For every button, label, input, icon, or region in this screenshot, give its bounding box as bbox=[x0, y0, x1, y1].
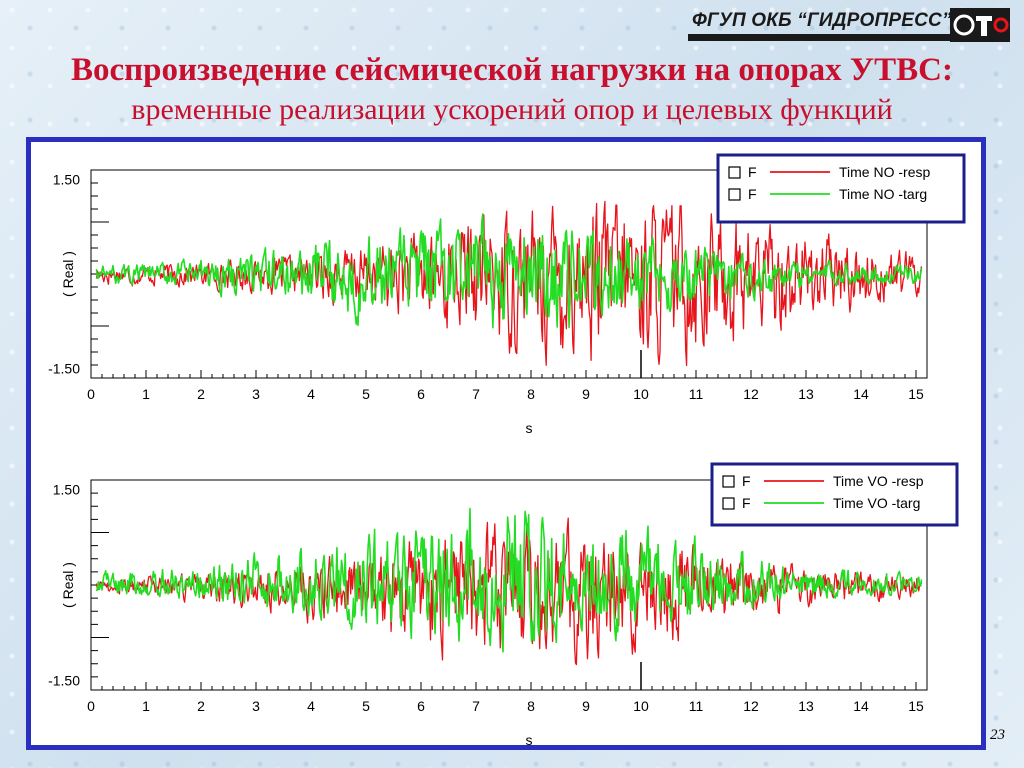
x-tick-label: 15 bbox=[908, 386, 924, 402]
logo-text: ФГУП ОКБ “ГИДРОПРЕСС” bbox=[692, 10, 952, 31]
legend-checkbox bbox=[722, 497, 735, 510]
x-tick-label: 7 bbox=[472, 698, 480, 714]
x-tick-label: 14 bbox=[853, 698, 869, 714]
x-tick-label: 10 bbox=[633, 386, 649, 402]
legend-checkbox bbox=[728, 188, 741, 201]
y-tick-label: 1.50 bbox=[53, 171, 80, 187]
x-tick-label: 1 bbox=[142, 698, 150, 714]
x-tick-label: 7 bbox=[472, 386, 480, 402]
x-tick-label: 2 bbox=[197, 386, 205, 402]
slide-title: Воспроизведение сейсмической нагрузки на… bbox=[71, 52, 953, 88]
legend-checkbox bbox=[728, 166, 741, 179]
y-axis-label: ( Real ) bbox=[60, 251, 76, 297]
x-tick-label: 5 bbox=[362, 386, 370, 402]
series-line-targ bbox=[95, 213, 923, 329]
legend-box bbox=[716, 153, 966, 224]
x-tick-label: 8 bbox=[527, 386, 535, 402]
y-axis-label: ( Real ) bbox=[60, 562, 76, 608]
x-tick-label: 4 bbox=[307, 386, 315, 402]
x-tick-label: 3 bbox=[252, 698, 260, 714]
x-tick-label: 9 bbox=[582, 386, 590, 402]
x-tick-label: 6 bbox=[417, 386, 425, 402]
x-tick-label: 3 bbox=[252, 386, 260, 402]
slide-subtitle: временные реализации ускорений опор и це… bbox=[131, 93, 893, 126]
legend-checkbox bbox=[722, 475, 735, 488]
x-tick-label: 12 bbox=[743, 386, 759, 402]
charts-canvas: 0 1 2 3 4 5 6 7 8 9 10 11 12 13 14 151.50-1.50( Real )s… bbox=[48, 153, 966, 745]
legend-marker-label: F bbox=[748, 164, 757, 180]
legend-label: Time NO -resp bbox=[839, 164, 930, 180]
x-tick-label: 11 bbox=[689, 386, 704, 402]
x-tick-label: 0 bbox=[87, 698, 95, 714]
legend-marker-label: F bbox=[742, 495, 751, 511]
x-tick-label: 2 bbox=[197, 698, 205, 714]
legend-marker-label: F bbox=[742, 473, 751, 489]
x-tick-label: 15 bbox=[908, 698, 924, 714]
x-tick-label: 13 bbox=[798, 386, 814, 402]
y-tick-label: 1.50 bbox=[53, 482, 80, 498]
logo-emblem-icon bbox=[950, 8, 1010, 42]
chart-1: 0 1 2 3 4 5 6 7 8 9 10 11 12 13 14 151.50-1.50( Real )s… bbox=[48, 153, 966, 436]
x-tick-label: 4 bbox=[307, 698, 315, 714]
logo-bar bbox=[688, 34, 950, 41]
company-logo: ФГУП ОКБ “ГИДРОПРЕСС” bbox=[688, 8, 1014, 42]
y-tick-label: -1.50 bbox=[48, 361, 80, 377]
x-tick-label: 0 bbox=[87, 386, 95, 402]
chart-2: 0 1 2 3 4 5 6 7 8 9 10 11 12 13 14 151.50-1.50( Real )s… bbox=[48, 462, 959, 745]
x-tick-label: 14 bbox=[853, 386, 869, 402]
x-axis-label: s bbox=[526, 732, 533, 745]
x-axis-label: s bbox=[526, 420, 533, 436]
x-tick-label: 5 bbox=[362, 698, 370, 714]
x-tick-label: 13 bbox=[798, 698, 814, 714]
legend-marker-label: F bbox=[748, 186, 757, 202]
series-line-targ bbox=[95, 507, 923, 653]
y-tick-label: -1.50 bbox=[48, 672, 80, 688]
charts-frame: 0 1 2 3 4 5 6 7 8 9 10 11 12 13 14 15 1.50 -1.50( Real ) s… bbox=[26, 137, 986, 750]
x-tick-label: 9 bbox=[582, 698, 590, 714]
x-tick-label: 12 bbox=[743, 698, 759, 714]
x-tick-label: 10 bbox=[633, 698, 649, 714]
x-tick-label: 8 bbox=[527, 698, 535, 714]
x-tick-label: 11 bbox=[689, 698, 704, 714]
x-tick-label: 1 bbox=[142, 386, 150, 402]
legend-label: Time NO -targ bbox=[839, 186, 927, 202]
legend-box bbox=[710, 462, 959, 527]
legend-label: Time VO -resp bbox=[833, 473, 924, 489]
x-tick-label: 6 bbox=[417, 698, 425, 714]
legend-label: Time VO -targ bbox=[833, 495, 920, 511]
page-number: 23 bbox=[990, 727, 1005, 743]
